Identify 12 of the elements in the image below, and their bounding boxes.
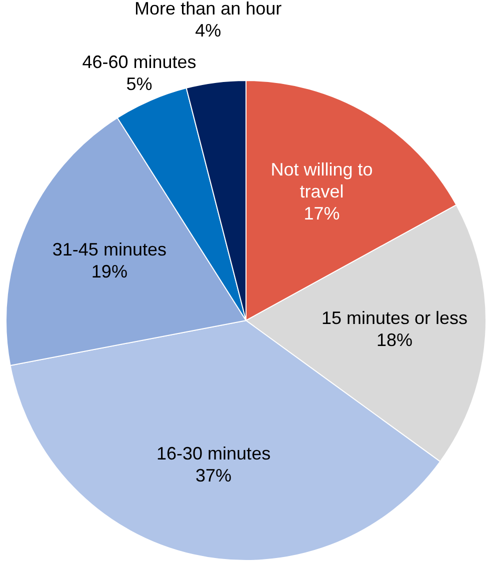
data-label: 37%: [196, 466, 232, 486]
data-label: 17%: [304, 203, 340, 224]
slice-label: 16-30 minutes: [156, 444, 271, 464]
slice-label: More than an hour: [134, 0, 282, 18]
slice-label: 46-60 minutes: [82, 52, 196, 72]
data-label: 5%: [126, 74, 152, 94]
slice-label: 31-45 minutes: [52, 239, 166, 260]
data-label: 19%: [91, 261, 128, 282]
slice-label: 15 minutes or less: [321, 308, 468, 328]
data-label: 18%: [376, 330, 413, 350]
data-label: 4%: [195, 20, 222, 40]
slice-label: Not willing to travel: [270, 159, 373, 202]
